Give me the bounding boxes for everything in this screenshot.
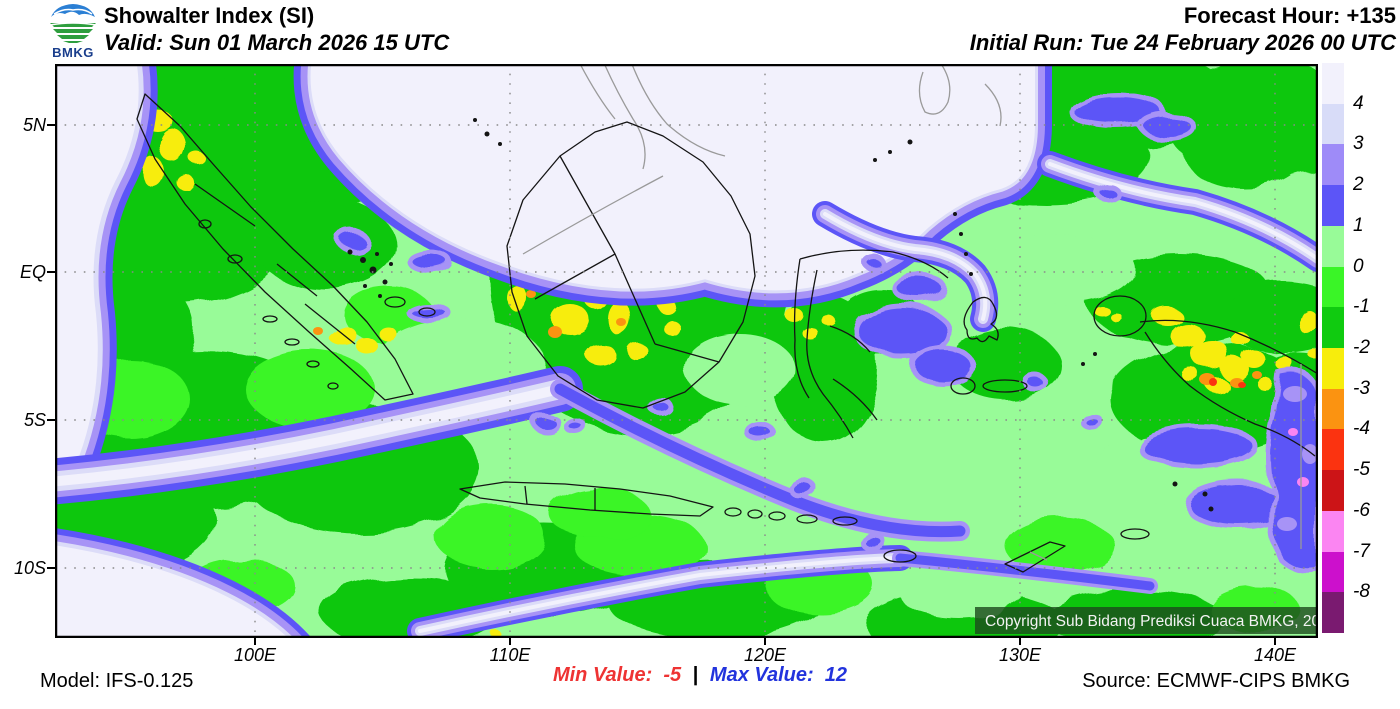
lon-label-120E: 120E: [743, 645, 787, 665]
legend-tick-label: -2: [1353, 337, 1370, 358]
lon-label-110E: 110E: [489, 645, 531, 665]
lon-label-100E: 100E: [233, 645, 277, 665]
bmkg-globe-icon: [49, 4, 97, 43]
lat-tick: [47, 567, 55, 569]
sulawesi-coastline: [793, 249, 949, 439]
legend-swatch: [1322, 266, 1344, 308]
legend-swatch: [1322, 388, 1344, 430]
source-label: Source: ECMWF-CIPS BMKG: [1082, 670, 1350, 692]
lon-tick: [764, 638, 766, 645]
lat-label-5N: 5N: [22, 115, 46, 135]
bmkg-logo-text: BMKG: [52, 45, 94, 60]
lat-tick: [47, 271, 55, 273]
legend-swatch: [1322, 63, 1344, 105]
legend-tick-label: 1: [1353, 214, 1364, 236]
lon-label-140E: 140E: [1253, 645, 1297, 665]
lat-label-5S: 5S: [23, 410, 46, 430]
legend-tick-label: 0: [1353, 255, 1364, 277]
papua-coastline: [1139, 319, 1318, 457]
legend-swatch: [1322, 510, 1344, 553]
lon-tick: [509, 638, 511, 645]
lat-tick: [47, 419, 55, 421]
legend-swatch: [1322, 348, 1344, 390]
legend-tick-label: 3: [1353, 133, 1364, 155]
legend-tick-label: -5: [1353, 459, 1370, 481]
valid-time-label: Valid: Sun 01 March 2026 15 UTC: [104, 30, 450, 55]
max-value-label: Max Value: 12: [709, 664, 848, 686]
java-coastline: [459, 481, 714, 517]
model-label: Model: IFS-0.125: [40, 670, 194, 692]
sumatra-coastline: [136, 93, 414, 401]
map-border: [55, 64, 1318, 638]
legend-swatch: [1322, 103, 1344, 145]
legend-swatch: [1322, 307, 1344, 349]
lon-label-130E: 130E: [998, 645, 1042, 665]
legend-tick-label: -8: [1353, 581, 1370, 603]
copyright-overlay: Copyright Sub Bidang Prediksi Cuaca BMKG…: [975, 607, 1318, 634]
forecast-hour-label: Forecast Hour: +135: [1183, 3, 1396, 28]
legend-swatch: [1322, 470, 1344, 512]
minmax-stats: Min Value: -5 | Max Value: 12: [0, 664, 1400, 687]
legend-swatch: [1322, 185, 1344, 227]
legend-tick-label: -4: [1353, 418, 1370, 440]
halmahera-coastline: [963, 296, 999, 343]
bmkg-logo: BMKG: [44, 1, 102, 60]
legend-tick-label: 4: [1353, 92, 1364, 114]
lat-label-EQ: EQ: [19, 262, 46, 282]
legend-swatch: [1322, 551, 1344, 593]
legend-tick-label: -3: [1353, 377, 1370, 399]
lon-tick: [1274, 638, 1276, 645]
lat-tick: [47, 124, 55, 126]
forecast-map: Copyright Sub Bidang Prediksi Cuaca BMKG…: [55, 64, 1318, 638]
min-value-label: Min Value: -5: [552, 664, 682, 686]
legend-tick-label: -6: [1353, 499, 1370, 521]
page-title: Showalter Index (SI): [104, 3, 315, 28]
legend-swatch: [1322, 429, 1344, 471]
malay-peninsula-coastline: [579, 64, 726, 170]
copyright-text: Copyright Sub Bidang Prediksi Cuaca BMKG…: [985, 613, 1318, 630]
minmax-separator: |: [692, 664, 699, 686]
header-left: Showalter Index (SI) Valid: Sun 01 March…: [104, 2, 449, 56]
legend-swatch: [1322, 144, 1344, 186]
initial-run-label: Initial Run: Tue 24 February 2026 00 UTC: [969, 30, 1396, 55]
legend-swatch: [1322, 225, 1344, 268]
legend-tick-label: -1: [1353, 296, 1370, 318]
legend-tick-label: 2: [1353, 174, 1364, 196]
legend-swatch: [1322, 592, 1344, 634]
lon-tick: [1019, 638, 1021, 645]
riau-islands: [347, 118, 502, 298]
lon-tick: [254, 638, 256, 645]
legend-tick-label: -7: [1353, 540, 1370, 562]
timor-coastline: [1004, 541, 1066, 573]
lat-label-10S: 10S: [13, 558, 46, 578]
coastlines: [136, 64, 1318, 573]
header-right: Forecast Hour: +135 Initial Run: Tue 24 …: [970, 2, 1396, 56]
